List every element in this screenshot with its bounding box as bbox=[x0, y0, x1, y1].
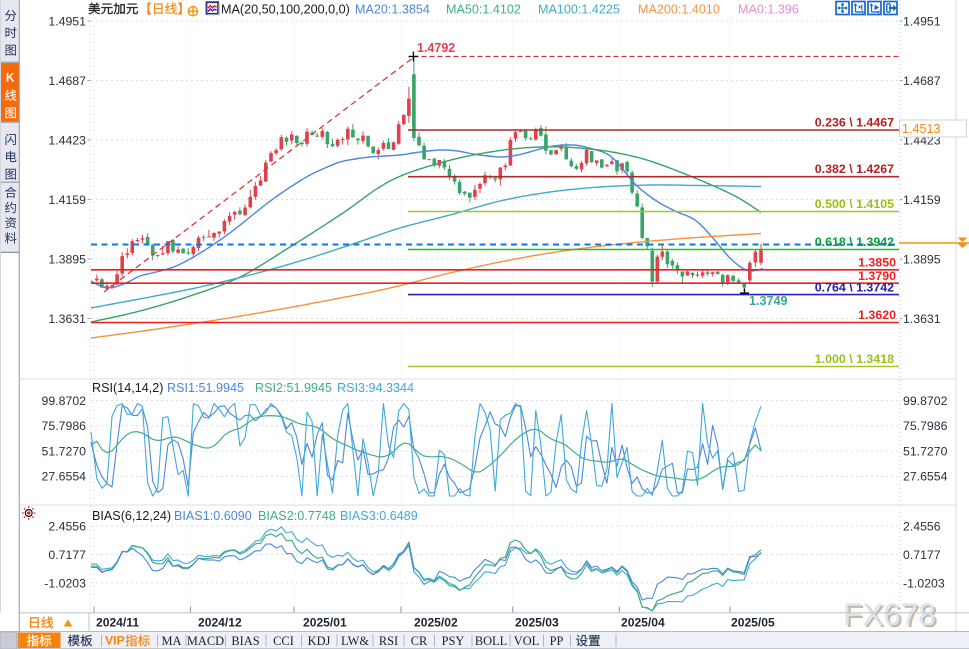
svg-text:1.4159: 1.4159 bbox=[48, 193, 86, 207]
svg-text:CR: CR bbox=[411, 634, 428, 648]
svg-text:1.3631: 1.3631 bbox=[903, 312, 941, 326]
svg-text:1.3620: 1.3620 bbox=[858, 308, 896, 322]
svg-text:1.4513: 1.4513 bbox=[902, 122, 941, 136]
svg-text:PP: PP bbox=[550, 634, 564, 648]
svg-text:99.8702: 99.8702 bbox=[42, 394, 87, 408]
svg-text:MA0:1.396: MA0:1.396 bbox=[738, 3, 799, 17]
svg-text:RSI3:94.3344: RSI3:94.3344 bbox=[337, 381, 414, 395]
svg-text:1.4951: 1.4951 bbox=[48, 14, 86, 28]
svg-text:K: K bbox=[6, 71, 15, 85]
svg-text:2024/11: 2024/11 bbox=[96, 616, 139, 630]
svg-text:RSI1:51.9945: RSI1:51.9945 bbox=[167, 381, 244, 395]
svg-text:RSI: RSI bbox=[379, 634, 398, 648]
svg-text:1.4792: 1.4792 bbox=[417, 41, 455, 55]
svg-text:2025/05: 2025/05 bbox=[731, 616, 775, 630]
svg-text:BIAS3:0.6489: BIAS3:0.6489 bbox=[340, 509, 418, 523]
svg-text:MA(20,50,100,200,0,0): MA(20,50,100,200,0,0) bbox=[221, 3, 350, 17]
svg-text:1.4951: 1.4951 bbox=[903, 14, 941, 28]
svg-text:0.7177: 0.7177 bbox=[903, 548, 941, 562]
svg-text:KDJ: KDJ bbox=[308, 634, 331, 648]
svg-text:PSY: PSY bbox=[442, 634, 465, 648]
svg-text:RSI2:51.9945: RSI2:51.9945 bbox=[255, 381, 332, 395]
svg-text:1.4159: 1.4159 bbox=[903, 193, 941, 207]
svg-text:BOLL: BOLL bbox=[475, 634, 507, 648]
svg-text:LW&: LW& bbox=[341, 634, 369, 648]
svg-text:1.4687: 1.4687 bbox=[903, 74, 941, 88]
svg-text:75.7986: 75.7986 bbox=[42, 419, 87, 433]
svg-text:27.6554: 27.6554 bbox=[42, 470, 87, 484]
svg-text:0.236 \ 1.4467: 0.236 \ 1.4467 bbox=[815, 116, 894, 130]
svg-text:FX678: FX678 bbox=[845, 598, 938, 634]
svg-text:-1.0203: -1.0203 bbox=[44, 576, 86, 590]
svg-text:MA: MA bbox=[162, 634, 182, 648]
svg-text:51.7270: 51.7270 bbox=[42, 444, 87, 458]
svg-text:0.500 \ 1.4105: 0.500 \ 1.4105 bbox=[815, 197, 894, 211]
svg-text:-1.0203: -1.0203 bbox=[903, 576, 945, 590]
svg-text:MA100:1.4225: MA100:1.4225 bbox=[538, 3, 620, 17]
svg-text:2.4556: 2.4556 bbox=[903, 519, 941, 533]
svg-text:2025/01: 2025/01 bbox=[303, 616, 347, 630]
svg-text:2025/04: 2025/04 bbox=[621, 616, 665, 630]
svg-text:1.3895: 1.3895 bbox=[48, 252, 86, 266]
svg-text:MA20:1.3854: MA20:1.3854 bbox=[355, 3, 430, 17]
svg-text:0.382 \ 1.4267: 0.382 \ 1.4267 bbox=[815, 162, 894, 176]
svg-text:0.764 \ 1.3742: 0.764 \ 1.3742 bbox=[815, 281, 894, 295]
svg-text:VIP: VIP bbox=[105, 634, 125, 648]
svg-text:1.3790: 1.3790 bbox=[858, 269, 896, 283]
svg-text:MA50:1.4102: MA50:1.4102 bbox=[446, 3, 521, 17]
svg-text:2.4556: 2.4556 bbox=[48, 519, 86, 533]
svg-text:1.3895: 1.3895 bbox=[903, 252, 941, 266]
svg-text:VOL: VOL bbox=[514, 634, 539, 648]
svg-text:75.7986: 75.7986 bbox=[903, 419, 948, 433]
svg-text:2025/03: 2025/03 bbox=[515, 616, 559, 630]
svg-text:1.4423: 1.4423 bbox=[48, 133, 86, 147]
svg-text:27.6554: 27.6554 bbox=[903, 470, 948, 484]
svg-text:0.7177: 0.7177 bbox=[48, 548, 86, 562]
svg-text:1.4687: 1.4687 bbox=[48, 74, 86, 88]
svg-text:RSI(14,14,2): RSI(14,14,2) bbox=[92, 381, 163, 395]
svg-text:BIAS: BIAS bbox=[231, 634, 259, 648]
svg-text:CCI: CCI bbox=[273, 634, 294, 648]
svg-text:2024/12: 2024/12 bbox=[198, 616, 242, 630]
svg-text:BIAS1:0.6090: BIAS1:0.6090 bbox=[174, 509, 252, 523]
svg-text:BIAS2:0.7748: BIAS2:0.7748 bbox=[258, 509, 336, 523]
svg-text:MACD: MACD bbox=[187, 634, 224, 648]
svg-text:FX678: FX678 bbox=[843, 596, 936, 632]
svg-text:1.3631: 1.3631 bbox=[48, 312, 86, 326]
svg-text:99.8702: 99.8702 bbox=[903, 394, 948, 408]
svg-text:BIAS(6,12,24): BIAS(6,12,24) bbox=[92, 509, 171, 523]
svg-text:1.3850: 1.3850 bbox=[858, 255, 896, 269]
svg-text:51.7270: 51.7270 bbox=[903, 444, 948, 458]
svg-text:0.618 \ 1.3942: 0.618 \ 1.3942 bbox=[815, 235, 894, 249]
svg-text:MA200:1.4010: MA200:1.4010 bbox=[638, 3, 720, 17]
svg-text:1.000 \ 1.3418: 1.000 \ 1.3418 bbox=[815, 352, 894, 366]
svg-text:1.3749: 1.3749 bbox=[749, 294, 788, 308]
svg-text:2025/02: 2025/02 bbox=[414, 616, 458, 630]
